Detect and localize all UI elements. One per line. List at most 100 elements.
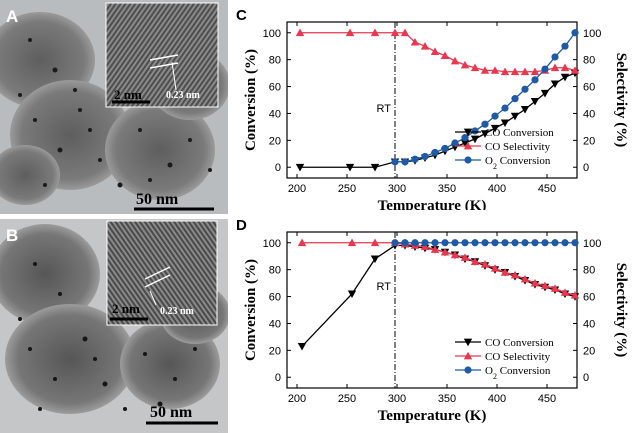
scale-bar-label-b: 50 nm bbox=[150, 404, 193, 421]
data-point bbox=[451, 239, 459, 247]
data-point bbox=[521, 239, 529, 247]
data-point bbox=[430, 47, 440, 55]
data-point bbox=[541, 65, 549, 73]
series-line bbox=[300, 32, 576, 73]
x-tick-label-c: 450 bbox=[538, 183, 556, 195]
x-tick-label-d: 250 bbox=[338, 393, 356, 405]
data-point bbox=[500, 67, 510, 76]
d-spacing-label-b: 0.23 nm bbox=[160, 306, 195, 317]
legend-marker-d bbox=[463, 351, 473, 360]
series-co-selectivity-c bbox=[295, 28, 580, 76]
data-point bbox=[520, 274, 530, 283]
data-point bbox=[561, 42, 569, 50]
data-point bbox=[530, 278, 540, 287]
data-point bbox=[450, 250, 460, 259]
y-tick-label-left-d: 80 bbox=[269, 265, 281, 277]
y-tick-label-left-c: 40 bbox=[269, 108, 281, 120]
data-point bbox=[511, 239, 519, 247]
data-point bbox=[561, 239, 569, 247]
x-tick-label-c: 250 bbox=[338, 183, 356, 195]
y-tick-label-left-d: 40 bbox=[269, 318, 281, 330]
data-point bbox=[520, 106, 530, 114]
data-point bbox=[390, 28, 400, 37]
data-point bbox=[421, 152, 429, 161]
data-point bbox=[500, 119, 510, 128]
y-tick-label-right-c: 20 bbox=[583, 135, 595, 147]
x-tick-label-d: 350 bbox=[438, 393, 456, 405]
y-tick-label-left-c: 0 bbox=[275, 162, 281, 174]
inset-scale-label-a: 2 nm bbox=[114, 87, 142, 102]
legend-label-d: CO Conversion bbox=[485, 337, 554, 349]
y-tick-label-left-d: 100 bbox=[263, 238, 281, 250]
data-point bbox=[520, 67, 530, 76]
data-point bbox=[347, 290, 357, 299]
chart-c: 200 250 300 350 400 450 0 0 20 20 40 40 60 60 80 80 100 1… bbox=[236, 7, 629, 210]
legend-label-c: CO Selectivity bbox=[485, 141, 551, 153]
data-point bbox=[510, 112, 520, 121]
data-point bbox=[521, 85, 529, 93]
data-point bbox=[391, 239, 399, 247]
data-point bbox=[421, 239, 429, 247]
data-point bbox=[491, 239, 499, 247]
series-o2-conversion-c bbox=[391, 29, 579, 166]
x-tick-label-d: 200 bbox=[288, 393, 306, 405]
legend-label-c: CO Conversion bbox=[485, 127, 554, 139]
data-point bbox=[461, 134, 469, 142]
data-point bbox=[530, 97, 540, 106]
x-tick-label-c: 300 bbox=[388, 183, 406, 195]
plot-frame-c bbox=[286, 21, 578, 179]
data-point bbox=[370, 238, 380, 247]
y-tick-label-left-d: 0 bbox=[275, 372, 281, 384]
data-point bbox=[530, 67, 540, 76]
data-point bbox=[431, 148, 439, 157]
data-point bbox=[460, 60, 470, 69]
data-point bbox=[370, 163, 380, 172]
panel-label-c: C bbox=[236, 7, 247, 24]
data-point bbox=[560, 288, 570, 296]
data-point bbox=[295, 163, 305, 172]
data-point bbox=[560, 63, 570, 72]
inset-scale-label-b: 2 nm bbox=[112, 301, 140, 316]
legend-label-d: O2 Conversion bbox=[485, 365, 551, 381]
data-point bbox=[551, 53, 559, 61]
y-tick-label-right-c: 40 bbox=[583, 108, 595, 120]
legend-marker-d bbox=[463, 338, 473, 347]
y-tick-label-left-c: 60 bbox=[269, 82, 281, 94]
y-axis-title-right-c: Selectivity (%) bbox=[613, 53, 629, 148]
data-point bbox=[400, 28, 410, 37]
data-point bbox=[297, 238, 307, 247]
data-point bbox=[550, 284, 560, 292]
data-point bbox=[490, 124, 500, 133]
data-point bbox=[431, 239, 439, 247]
series-o2-conversion-d bbox=[391, 239, 579, 247]
legend-label-c: O2 Conversion bbox=[485, 155, 551, 171]
x-axis-title-d: Temperature (K) bbox=[378, 408, 487, 424]
data-point bbox=[540, 89, 550, 98]
x-tick-label-c: 400 bbox=[488, 183, 506, 195]
data-point bbox=[411, 155, 419, 163]
y-axis-title-right-d: Selectivity (%) bbox=[613, 263, 629, 358]
data-point bbox=[550, 63, 560, 72]
y-tick-label-right-d: 0 bbox=[583, 372, 589, 384]
data-point bbox=[481, 120, 489, 128]
x-tick-label-d: 400 bbox=[488, 393, 506, 405]
panel-letter-a: A bbox=[6, 7, 18, 26]
data-point bbox=[420, 242, 430, 251]
panel-label-d: D bbox=[236, 217, 247, 234]
d-spacing-label-a: 0.23 nm bbox=[166, 90, 201, 101]
data-point bbox=[540, 281, 550, 290]
data-point bbox=[451, 139, 459, 147]
data-point bbox=[460, 139, 470, 148]
x-tick-label-c: 200 bbox=[288, 183, 306, 195]
legend-marker-c bbox=[463, 141, 473, 150]
x-tick-label-d: 450 bbox=[538, 393, 556, 405]
tem-image-b: B 0.23 nm 2 nm 50 nm bbox=[0, 219, 228, 433]
data-point bbox=[440, 51, 450, 59]
chart-d: 200 250 300 350 400 450 0 0 20 20 40 40 60 60 80 80 100 1… bbox=[236, 217, 629, 424]
data-point bbox=[470, 63, 480, 72]
series-co-conversion-d bbox=[297, 242, 580, 351]
x-tick-label-d: 300 bbox=[388, 393, 406, 405]
data-point bbox=[345, 163, 355, 172]
y-tick-label-left-c: 80 bbox=[269, 55, 281, 67]
y-tick-label-right-d: 60 bbox=[583, 292, 595, 304]
